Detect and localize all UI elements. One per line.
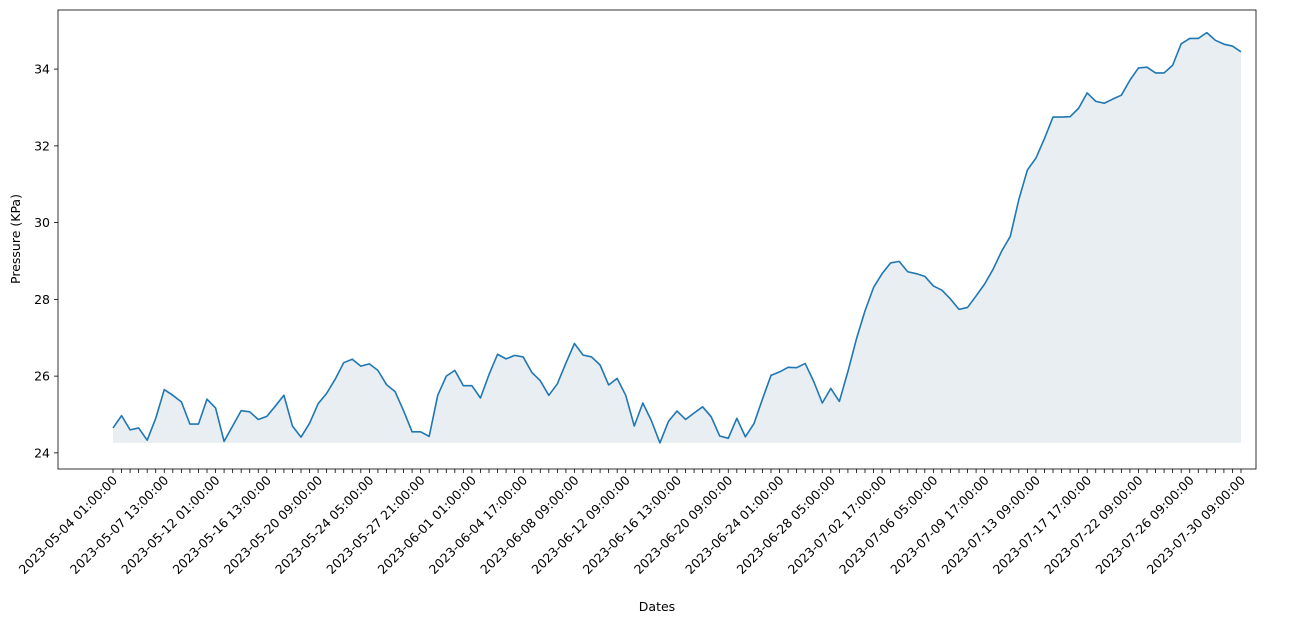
x-tick-label: 2023-05-16 13:00:00	[169, 472, 274, 577]
x-tick-label: 2023-07-17 17:00:00	[990, 472, 1095, 577]
x-tick-label: 2023-07-30 09:00:00	[1144, 472, 1249, 577]
x-tick-label: 2023-07-13 09:00:00	[939, 472, 1044, 577]
area	[113, 32, 1241, 443]
y-tick-label: 28	[34, 292, 50, 307]
x-tick-label: 2023-06-16 13:00:00	[580, 472, 685, 577]
x-tick-label: 2023-05-12 01:00:00	[118, 472, 223, 577]
y-tick-label: 30	[34, 215, 50, 230]
y-tick-label: 26	[34, 369, 50, 384]
x-tick-label: 2023-06-24 01:00:00	[682, 472, 787, 577]
x-tick-label: 2023-07-06 05:00:00	[836, 472, 941, 577]
x-tick-label: 2023-05-07 13:00:00	[67, 472, 172, 577]
x-tick-label: 2023-07-02 17:00:00	[785, 472, 890, 577]
x-tick-label: 2023-05-04 01:00:00	[16, 472, 121, 577]
x-tick-label: 2023-06-20 09:00:00	[631, 472, 736, 577]
plot-frame	[57, 9, 1257, 470]
x-tick-label: 2023-06-04 17:00:00	[426, 472, 531, 577]
x-axis-label: Dates	[639, 599, 675, 614]
x-tick-label: 2023-06-08 09:00:00	[477, 472, 582, 577]
x-tick-label: 2023-05-24 05:00:00	[272, 472, 377, 577]
x-tick-label: 2023-06-12 09:00:00	[528, 472, 633, 577]
x-tick-label: 2023-06-01 01:00:00	[375, 472, 480, 577]
y-tick-label: 24	[34, 445, 50, 460]
x-tick-label: 2023-05-20 09:00:00	[221, 472, 326, 577]
y-tick-label: 32	[34, 138, 50, 153]
x-tick-label: 2023-07-22 09:00:00	[1041, 472, 1146, 577]
y-axis-label: Pressure (KPa)	[8, 194, 23, 284]
x-tick-label: 2023-06-28 05:00:00	[733, 472, 838, 577]
x-tick-label: 2023-05-27 21:00:00	[323, 472, 428, 577]
x-tick-label: 2023-07-09 17:00:00	[887, 472, 992, 577]
x-tick-label: 2023-07-26 09:00:00	[1092, 472, 1197, 577]
y-tick-label: 34	[34, 62, 50, 77]
line	[112, 31, 1242, 444]
